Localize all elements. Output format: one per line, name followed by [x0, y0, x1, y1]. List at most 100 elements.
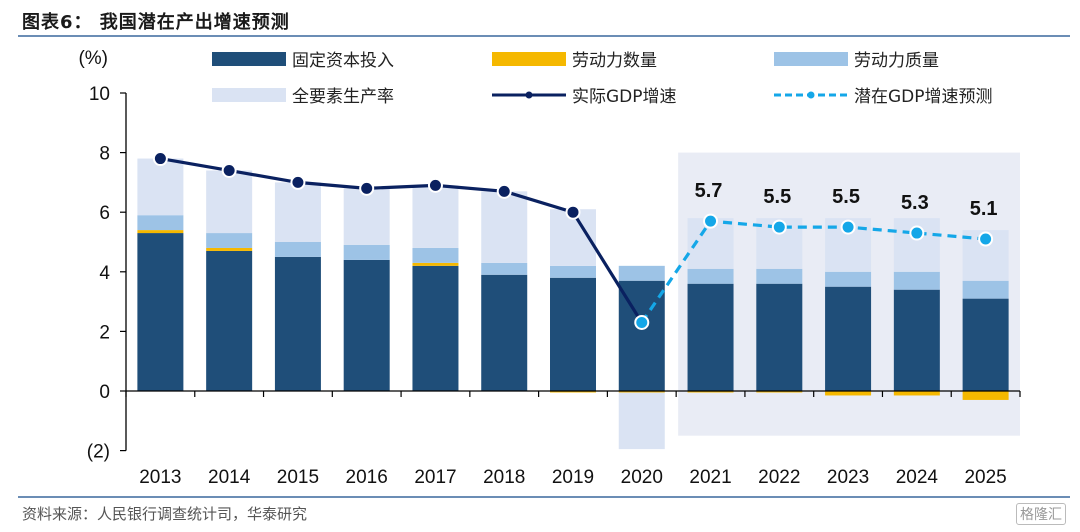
legend-item-tfp: 全要素生产率: [212, 82, 394, 107]
y-tick-label: 2: [99, 322, 110, 343]
bar-segment-labor-quantity: [825, 391, 872, 396]
bar-segment-labor-quantity: [756, 391, 803, 393]
legend-label: 实际GDP增速: [572, 87, 677, 107]
bar-segment-tfp: [412, 185, 459, 248]
x-tick-label: 2018: [483, 467, 525, 488]
potential-gdp-marker: [703, 213, 719, 229]
bar-segment-capital: [343, 259, 390, 391]
potential-gdp-line: [640, 219, 986, 324]
legend-item-labor-quality: 劳动力质量: [774, 46, 939, 71]
bar-segment-labor-quantity: [550, 391, 596, 393]
x-tick-label: 2019: [552, 467, 594, 488]
actual-gdp-marker: [152, 151, 168, 167]
legend-swatch-capital: [212, 51, 286, 66]
x-tick-label: 2014: [208, 467, 251, 488]
bar-segment-capital: [687, 283, 734, 391]
legend-label: 固定资本投入: [292, 51, 394, 71]
actual-gdp-marker: [221, 162, 237, 178]
bar-segment-labor-quality: [206, 233, 253, 248]
y-tick-label: 10: [89, 84, 110, 105]
chart-plot: (2) 0 2 4 6 8 10 (%) 2013 2014 2015 2016 2017 2018 201…: [78, 48, 1021, 488]
bar-segment-capital: [962, 298, 1009, 391]
bar-segment-labor-quality: [412, 247, 459, 263]
y-tick-label: 8: [99, 144, 110, 165]
bar-segment-capital: [206, 250, 253, 391]
legend-swatch-labor-quantity: [492, 51, 566, 66]
legend-item-capital: 固定资本投入: [212, 46, 394, 71]
chart-title: 图表6： 我国潜在产出增速预测: [22, 12, 290, 33]
data-label: 5.1: [970, 198, 998, 220]
data-label: 5.7: [695, 180, 723, 202]
bar-segment-capital: [481, 274, 528, 391]
bar-segment-labor-quantity: [412, 262, 459, 266]
bar-segment-labor-quality: [893, 271, 940, 290]
actual-gdp-marker: [290, 174, 306, 190]
bar-segment-labor-quantity: [687, 391, 734, 393]
legend-item-potential-gdp: 潜在GDP增速预测: [774, 82, 993, 107]
potential-gdp-marker: [909, 225, 925, 241]
x-tick-label: 2017: [414, 467, 456, 488]
x-tick-label: 2024: [896, 467, 939, 488]
data-label: 5.3: [901, 192, 929, 214]
bar-segment-labor-quantity: [206, 247, 253, 251]
actual-gdp-marker: [427, 177, 443, 193]
source-note: 资料来源：人民银行调查统计司，华泰研究: [22, 505, 308, 523]
y-axis-label: (%): [78, 48, 108, 69]
y-tick-label: 6: [99, 203, 110, 224]
bar-segment-tfp: [343, 188, 390, 245]
bottom-divider: [18, 496, 1070, 498]
bar-segment-labor-quantity: [618, 391, 665, 393]
bar-segment-capital: [893, 289, 940, 391]
y-tick-label: (2): [87, 442, 110, 463]
bar-segment-labor-quality: [481, 262, 528, 275]
legend-swatch-actual-gdp: [492, 91, 566, 98]
x-tick-label: 2022: [758, 467, 800, 488]
y-tick-label: 0: [99, 382, 110, 403]
legend-label: 劳动力数量: [572, 51, 657, 71]
x-tick-label: 2025: [964, 467, 1006, 488]
data-label: 5.5: [832, 186, 860, 208]
top-divider: [18, 35, 1070, 37]
bar-segment-labor-quality: [343, 244, 390, 260]
x-tick-label: 2013: [139, 467, 181, 488]
bar-segment-capital: [756, 283, 803, 391]
watermark: 格隆汇: [1016, 503, 1066, 525]
x-tick-label: 2021: [689, 467, 731, 488]
legend-item-labor-quantity: 劳动力数量: [492, 46, 657, 71]
bar-segment-labor-quality: [550, 265, 596, 278]
bar-segment-labor-quality: [274, 242, 321, 257]
bar-segment-labor-quality: [618, 265, 665, 281]
bar-segment-labor-quantity: [893, 391, 940, 396]
bar-segment-capital: [550, 277, 596, 391]
bar-segment-tfp: [137, 158, 184, 216]
actual-gdp-line: [160, 156, 644, 324]
actual-gdp-marker: [496, 183, 512, 199]
bar-segment-tfp: [206, 170, 253, 234]
actual-gdp-marker: [565, 204, 581, 220]
bar-segment-tfp: [618, 392, 665, 450]
bar-segment-labor-quality: [137, 215, 184, 231]
legend-item-actual-gdp: 实际GDP增速: [492, 82, 677, 107]
legend-swatch-labor-quality: [774, 51, 848, 66]
bar-segment-capital: [274, 256, 321, 391]
potential-gdp-marker: [771, 219, 787, 235]
data-label: 5.5: [763, 186, 791, 208]
bar-segment-labor-quality: [687, 268, 734, 284]
bar-segment-tfp: [481, 191, 528, 263]
potential-gdp-marker: [634, 314, 650, 330]
bar-segment-labor-quality: [825, 271, 872, 287]
x-tick-label: 2016: [346, 467, 388, 488]
x-tick-label: 2020: [621, 467, 663, 488]
y-tick-label: 4: [99, 263, 110, 284]
legend-label: 劳动力质量: [854, 51, 939, 71]
actual-gdp-marker: [359, 180, 375, 196]
legend-swatch-tfp: [212, 87, 286, 102]
legend-swatch-potential-gdp: [774, 91, 848, 98]
bar-segment-tfp: [274, 182, 321, 242]
legend-label: 全要素生产率: [292, 87, 394, 107]
bar-segment-capital: [137, 233, 184, 391]
potential-gdp-marker: [978, 231, 994, 247]
bar-segment-labor-quality: [962, 280, 1009, 299]
x-tick-label: 2015: [277, 467, 319, 488]
bar-segment-labor-quality: [756, 268, 803, 284]
